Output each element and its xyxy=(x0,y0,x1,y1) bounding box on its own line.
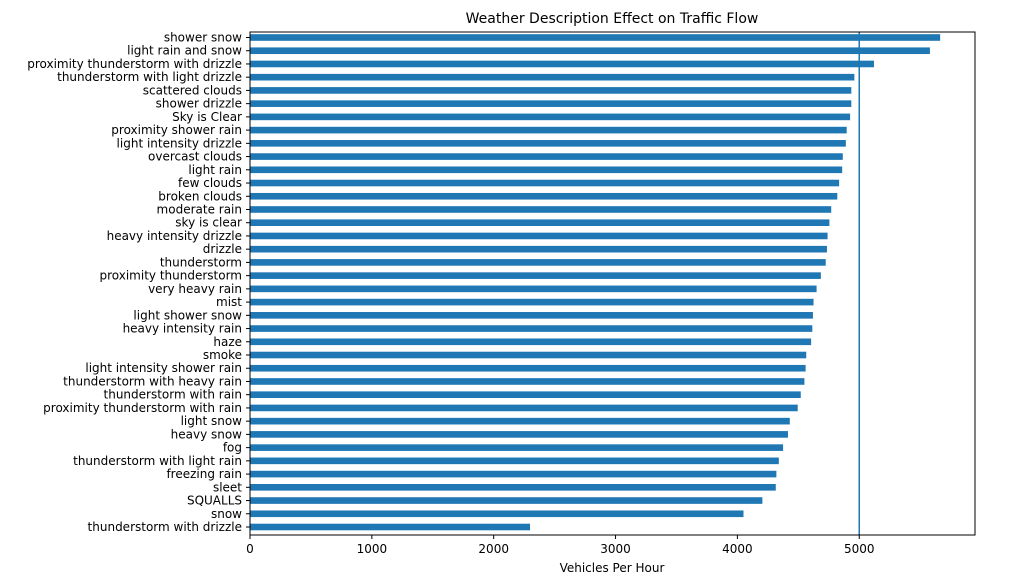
x-tick-label: 4000 xyxy=(722,542,753,556)
y-tick-label: moderate rain xyxy=(157,202,242,216)
bar xyxy=(250,404,798,412)
bar xyxy=(250,338,812,346)
y-tick-label: heavy intensity drizzle xyxy=(107,229,242,243)
y-tick-label: light snow xyxy=(181,414,243,428)
bar xyxy=(250,497,763,504)
bar xyxy=(250,113,851,121)
bar xyxy=(250,219,830,227)
bar xyxy=(250,364,806,372)
bar xyxy=(250,259,826,266)
y-tick-label: snow xyxy=(211,507,242,521)
y-tick-label: sky is clear xyxy=(175,216,242,230)
y-tick-label: broken clouds xyxy=(158,189,242,203)
bars-layer xyxy=(250,34,941,531)
y-tick-label: thunderstorm with light rain xyxy=(73,454,242,468)
bar xyxy=(250,444,784,451)
y-tick-label: light rain xyxy=(188,163,242,177)
bar xyxy=(250,34,941,41)
y-tick-label: overcast clouds xyxy=(148,150,242,164)
y-tick-label: Sky is Clear xyxy=(172,110,242,124)
y-tick-label: fog xyxy=(223,441,242,455)
y-tick-label: smoke xyxy=(203,348,242,362)
bar xyxy=(250,523,531,531)
bar xyxy=(250,431,788,438)
bar xyxy=(250,192,838,200)
y-tick-label: drizzle xyxy=(203,242,242,256)
bar xyxy=(250,470,777,478)
x-tick-label: 1000 xyxy=(357,542,388,556)
bar xyxy=(250,391,801,399)
y-tick-label: proximity shower rain xyxy=(111,123,242,137)
chart-title: Weather Description Effect on Traffic Fl… xyxy=(466,11,759,27)
y-tick-label: shower snow xyxy=(164,31,242,45)
bar xyxy=(250,298,814,306)
plot-frame xyxy=(249,31,976,536)
y-tick-label: proximity thunderstorm with drizzle xyxy=(27,57,242,71)
y-tick-label: light rain and snow xyxy=(127,44,242,58)
bar xyxy=(250,166,843,174)
y-tick-label: thunderstorm with rain xyxy=(104,388,242,402)
y-tick-label: very heavy rain xyxy=(148,282,242,296)
y-tick-label: light intensity drizzle xyxy=(117,136,242,150)
bar xyxy=(250,378,805,385)
bar xyxy=(250,285,817,293)
y-tick-label: thunderstorm with drizzle xyxy=(88,520,242,534)
y-tick-label: thunderstorm with light drizzle xyxy=(57,70,242,84)
bar xyxy=(250,510,744,518)
bar xyxy=(250,484,776,491)
y-tick-label: few clouds xyxy=(178,176,242,190)
x-tick-label: 0 xyxy=(246,542,254,556)
y-tick-label: shower drizzle xyxy=(156,97,242,111)
y-tick-label: scattered clouds xyxy=(143,83,242,97)
y-tick-label: thunderstorm xyxy=(160,255,242,269)
y-tick-label: sleet xyxy=(213,480,242,494)
bar xyxy=(250,126,847,134)
y-tick-label: thunderstorm with heavy rain xyxy=(63,374,242,388)
bar xyxy=(250,245,827,253)
y-tick-label: haze xyxy=(213,335,242,349)
x-tick-label: 5000 xyxy=(844,542,875,556)
x-tick-label: 2000 xyxy=(478,542,509,556)
bar xyxy=(250,272,821,279)
y-tick-label: heavy intensity rain xyxy=(123,322,242,336)
y-tick-label: light intensity shower rain xyxy=(85,361,242,375)
bar xyxy=(250,417,790,425)
bar xyxy=(250,100,852,107)
bar xyxy=(250,60,874,68)
bar xyxy=(250,351,807,359)
y-tick-label: light shower snow xyxy=(133,308,242,322)
x-axis-title: Vehicles Per Hour xyxy=(560,561,665,575)
bar xyxy=(250,140,846,147)
bar xyxy=(250,206,832,213)
y-tick-label: heavy snow xyxy=(171,427,243,441)
y-tick-label: freezing rain xyxy=(166,467,242,481)
x-tick-label: 3000 xyxy=(600,542,631,556)
bar xyxy=(250,312,813,319)
bar xyxy=(250,47,930,55)
y-tick-label: mist xyxy=(216,295,242,309)
bar xyxy=(250,232,828,240)
bar xyxy=(250,87,852,94)
x-axis: 0 1000 2000 3000 4000 5000 xyxy=(246,535,875,556)
bar xyxy=(250,153,843,160)
y-tick-label: proximity thunderstorm with rain xyxy=(43,401,242,415)
bar xyxy=(250,457,779,465)
y-tick-label: SQUALLS xyxy=(187,494,242,508)
bar xyxy=(250,325,813,332)
y-tick-label: proximity thunderstorm xyxy=(99,269,242,283)
bar xyxy=(250,179,840,187)
bar xyxy=(250,73,855,81)
